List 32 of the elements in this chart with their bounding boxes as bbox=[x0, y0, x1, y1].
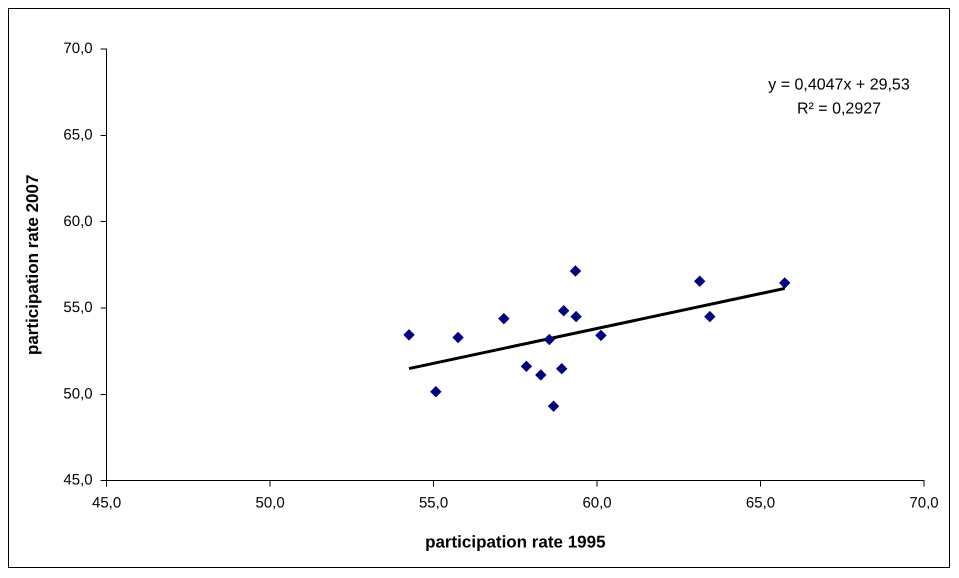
point bbox=[498, 313, 510, 324]
point bbox=[430, 386, 442, 398]
point bbox=[535, 369, 546, 380]
point bbox=[520, 360, 532, 372]
annotation: R² = 0,2927 bbox=[796, 100, 882, 118]
point bbox=[558, 305, 570, 316]
point bbox=[694, 276, 706, 287]
x-tick-label: 60,0 bbox=[582, 494, 612, 512]
point bbox=[570, 311, 582, 322]
point bbox=[595, 330, 606, 341]
x-tick-label: 50,0 bbox=[255, 494, 285, 512]
x-axis-title: participation rate 1995 bbox=[425, 532, 606, 552]
point bbox=[570, 266, 581, 277]
point bbox=[548, 400, 560, 412]
y-tick-label: 70,0 bbox=[63, 40, 93, 58]
x-tick-label: 70,0 bbox=[909, 494, 939, 512]
point bbox=[404, 329, 415, 340]
y-tick-label: 55,0 bbox=[63, 299, 93, 316]
point bbox=[452, 332, 464, 343]
x-tick-label: 45,0 bbox=[92, 494, 122, 512]
x-tick-label: 55,0 bbox=[418, 494, 448, 512]
x-tick-label: 65,0 bbox=[746, 494, 776, 512]
point bbox=[779, 277, 790, 288]
point bbox=[704, 311, 716, 322]
point bbox=[556, 363, 568, 374]
y-tick-label: 45,0 bbox=[63, 472, 93, 489]
y-tick-label: 60,0 bbox=[63, 212, 93, 230]
annotation: y = 0,4047x + 29,53 bbox=[768, 76, 910, 94]
y-tick-label: 50,0 bbox=[63, 385, 93, 402]
y-tick-label: 65,0 bbox=[63, 126, 93, 144]
y-axis-title: participation rate 2007 bbox=[22, 174, 42, 356]
point bbox=[544, 334, 555, 346]
